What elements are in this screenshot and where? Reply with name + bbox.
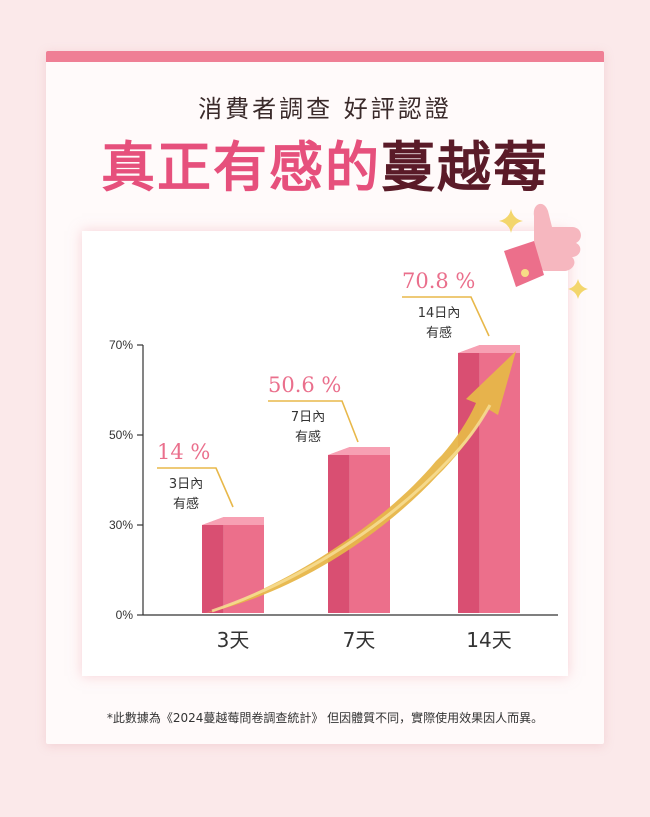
accent-bar [46,51,604,62]
callout-label: 有感 [295,429,321,445]
bar-shade [202,525,224,613]
thumbs-up-hand [533,203,581,271]
data-label: 50.6 % [268,373,341,397]
callout-label: 14日內 [418,306,461,321]
bar-top-face [458,345,520,353]
callout-label: 7日內 [291,410,325,425]
callout-line [402,296,490,337]
data-label: 70.8 % [402,269,475,293]
subtitle: 消費者調查 好評認證 [198,95,452,123]
callout-line [157,467,234,508]
headline-part-2: 蔓越莓 [381,135,549,199]
bar-top-face [328,447,390,455]
y-tick-label: 70% [109,338,133,352]
bar-shade [328,455,350,613]
footnote: *此數據為《2024蔓越莓問卷調查統計》 但因體質不同，實際使用效果因人而異。 [106,711,544,725]
x-tick-label: 14天 [466,628,511,652]
survey-card: 消費者調查 好評認證 真正有感的蔓越莓 0% 30% 50% 70% 3天 7天 14天 14… [46,51,604,744]
bar-top-face [202,517,264,525]
y-tick-label: 30% [109,518,133,532]
headline-part-1: 真正有感的 [101,135,381,199]
x-tick-label: 7天 [343,628,376,652]
thumbs-up-icon [504,203,581,287]
sparkle-icon [568,279,588,299]
x-tick-label: 3天 [217,628,250,652]
callout-label: 有感 [173,496,199,512]
headline: 真正有感的蔓越莓 [46,137,604,197]
trend-arrow-highlight [211,404,492,613]
y-tick-label: 50% [109,428,133,442]
sparkle-icon [499,209,523,233]
y-tick-label: 0% [116,608,134,622]
thumbs-up-cuff [504,241,544,287]
cuff-button [521,269,529,277]
callout-line [268,400,359,443]
data-label: 14 % [157,440,210,464]
callout-label: 3日內 [169,477,203,492]
callout-label: 有感 [426,325,452,341]
